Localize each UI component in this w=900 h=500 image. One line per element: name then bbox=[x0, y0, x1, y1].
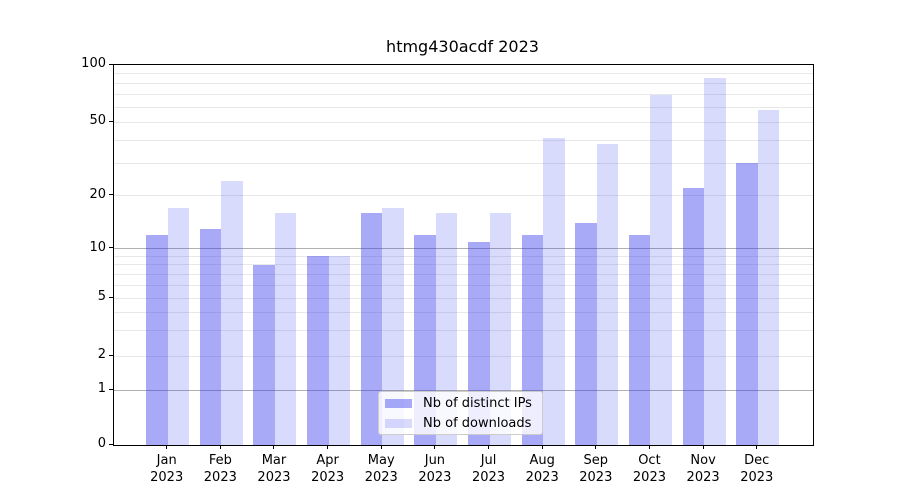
y-tick-label: 0 bbox=[97, 436, 106, 451]
bar-downloads-mar bbox=[274, 212, 297, 445]
major-gridline bbox=[114, 389, 813, 391]
y-tick-label: 50 bbox=[89, 113, 106, 129]
x-tick-label: Feb 2023 bbox=[203, 453, 237, 485]
x-tick bbox=[219, 445, 221, 449]
minor-gridline bbox=[114, 311, 813, 313]
bar-downloads-sep bbox=[596, 144, 619, 445]
x-tick bbox=[327, 445, 329, 449]
x-tick-label: Jul 2023 bbox=[471, 453, 506, 485]
x-tick bbox=[756, 445, 758, 449]
bar-distinct-ips-oct bbox=[628, 234, 651, 445]
x-tick-label: Apr 2023 bbox=[311, 453, 345, 485]
x-tick bbox=[380, 445, 382, 449]
legend-swatch-downloads bbox=[385, 418, 412, 428]
bar-downloads-dec bbox=[757, 110, 780, 445]
bar-downloads-may bbox=[382, 208, 404, 445]
bar-downloads-jun bbox=[435, 212, 458, 445]
minor-gridline bbox=[114, 195, 813, 197]
bar-downloads-oct bbox=[650, 94, 672, 445]
y-tick bbox=[109, 388, 113, 390]
y-tick-label: 5 bbox=[97, 289, 106, 305]
plot-area bbox=[113, 64, 814, 446]
y-tick bbox=[109, 354, 113, 356]
minor-gridline bbox=[114, 264, 813, 266]
x-tick bbox=[434, 445, 436, 449]
bar-distinct-ips-may bbox=[360, 212, 383, 445]
y-tick bbox=[109, 120, 113, 122]
y-tick bbox=[109, 443, 113, 445]
y-tick-label: 2 bbox=[97, 347, 106, 362]
minor-gridline bbox=[114, 73, 813, 75]
bar-distinct-ips-sep bbox=[575, 223, 597, 445]
legend: Nb of distinct IPs Nb of downloads bbox=[378, 391, 543, 435]
minor-gridline bbox=[114, 297, 813, 299]
y-tick bbox=[109, 63, 113, 65]
x-tick-label: May 2023 bbox=[364, 453, 398, 485]
bar-distinct-ips-jan bbox=[146, 234, 168, 445]
x-tick-label: Oct 2023 bbox=[632, 453, 666, 485]
y-tick-label: 20 bbox=[89, 186, 106, 202]
x-tick-label: Aug 2023 bbox=[525, 453, 559, 485]
bar-downloads-feb bbox=[221, 181, 243, 445]
x-tick-label: Jan 2023 bbox=[150, 453, 184, 485]
x-tick-label: Nov 2023 bbox=[686, 453, 720, 485]
bar-downloads-apr bbox=[328, 256, 351, 445]
x-tick bbox=[166, 445, 168, 449]
y-tick-label: 1 bbox=[97, 381, 106, 396]
bar-distinct-ips-apr bbox=[307, 256, 329, 445]
bar-downloads-nov bbox=[704, 78, 726, 445]
minor-gridline bbox=[114, 82, 813, 84]
chart-title: htmg430acdf 2023 bbox=[386, 37, 539, 56]
x-tick bbox=[273, 445, 275, 449]
x-tick bbox=[595, 445, 597, 449]
bar-downloads-aug bbox=[543, 138, 565, 445]
x-tick-label: Sep 2023 bbox=[579, 453, 613, 485]
minor-gridline bbox=[114, 329, 813, 331]
minor-gridline bbox=[114, 284, 813, 286]
legend-item-downloads: Nb of downloads bbox=[385, 415, 542, 432]
bar-distinct-ips-nov bbox=[682, 188, 705, 445]
legend-label-downloads: Nb of downloads bbox=[423, 415, 532, 431]
x-tick bbox=[541, 445, 543, 449]
bar-distinct-ips-feb bbox=[199, 228, 222, 445]
y-tick-label: 10 bbox=[89, 239, 106, 255]
y-tick bbox=[109, 247, 113, 249]
x-tick bbox=[488, 445, 490, 449]
minor-gridline bbox=[114, 121, 813, 123]
y-tick bbox=[109, 194, 113, 196]
legend-label-distinct-ips: Nb of distinct IPs bbox=[423, 395, 532, 411]
x-tick bbox=[702, 445, 704, 449]
bar-distinct-ips-mar bbox=[253, 264, 275, 445]
minor-gridline bbox=[114, 93, 813, 95]
x-tick bbox=[648, 445, 650, 449]
legend-swatch-distinct-ips bbox=[385, 398, 412, 408]
bar-downloads-jan bbox=[167, 208, 190, 445]
minor-gridline bbox=[114, 273, 813, 275]
bar-downloads-jul bbox=[489, 212, 512, 445]
x-tick-label: Mar 2023 bbox=[257, 453, 291, 485]
x-tick-label: Jun 2023 bbox=[418, 453, 452, 485]
major-gridline bbox=[114, 248, 813, 250]
minor-gridline bbox=[114, 106, 813, 108]
bar-distinct-ips-dec bbox=[736, 163, 758, 445]
y-tick-label: 100 bbox=[81, 56, 106, 71]
minor-gridline bbox=[114, 255, 813, 257]
y-tick bbox=[109, 296, 113, 298]
x-tick-label: Dec 2023 bbox=[740, 453, 774, 485]
minor-gridline bbox=[114, 355, 813, 357]
minor-gridline bbox=[114, 162, 813, 164]
minor-gridline bbox=[114, 139, 813, 141]
legend-item-distinct-ips: Nb of distinct IPs bbox=[385, 395, 542, 412]
